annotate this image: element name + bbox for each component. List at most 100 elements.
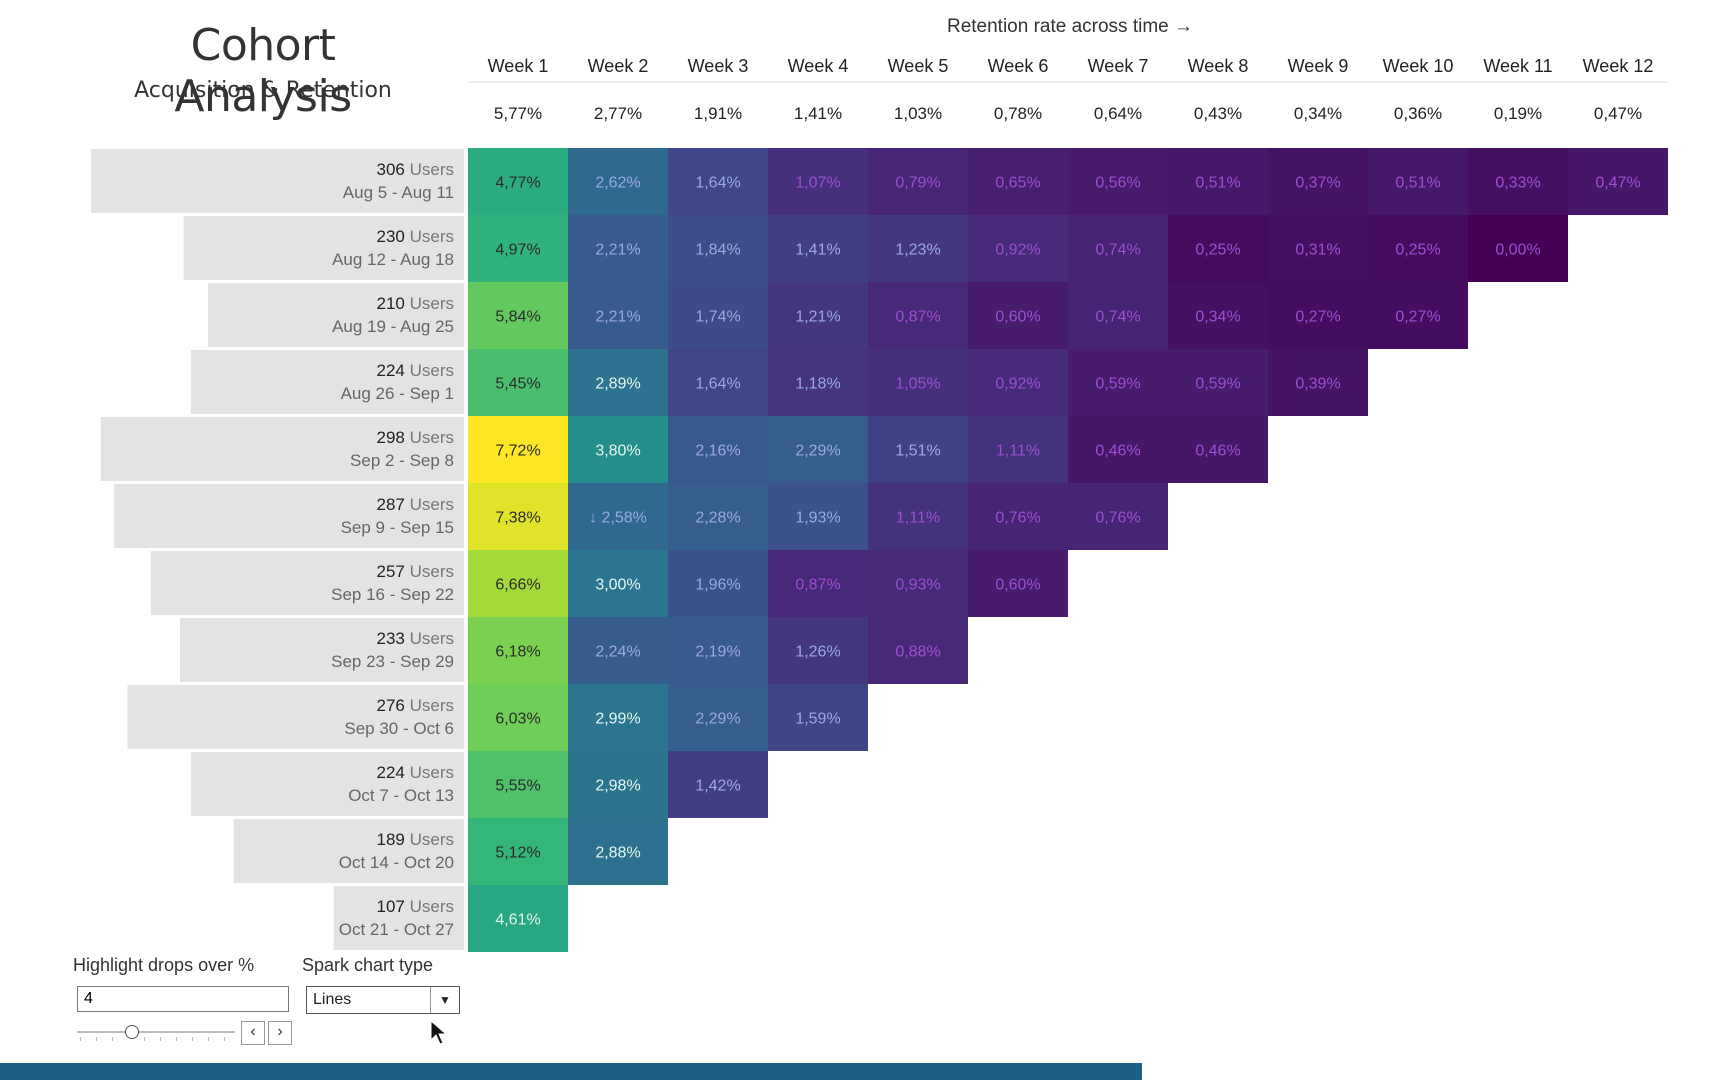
heatmap-cell (468, 550, 568, 617)
slider-tick (96, 1037, 97, 1041)
column-average: 0,78% (994, 104, 1042, 123)
heatmap-cell (968, 148, 1068, 215)
heatmap-cell (668, 751, 768, 818)
heatmap-cell (1168, 282, 1268, 349)
heatmap-cell-label: 1,41% (795, 242, 840, 259)
heatmap-cell (1268, 148, 1368, 215)
column-header: Week 4 (788, 56, 849, 76)
step-prev-button[interactable]: ‹ (241, 1021, 265, 1045)
heatmap-cell (1368, 148, 1468, 215)
highlight-drops-input[interactable] (77, 986, 289, 1012)
highlight-drops-label: Highlight drops over % (73, 955, 255, 975)
cohort-users-suffix: Users (410, 763, 454, 782)
heatmap-cell-label: 5,12% (495, 845, 540, 862)
spark-chart-type-value: Lines (313, 991, 352, 1008)
heatmap-cell-label: 0,46% (1195, 443, 1240, 460)
heatmap-cell (568, 282, 668, 349)
heatmap-cell-label: 2,89% (595, 376, 640, 393)
heatmap-cell (1068, 416, 1168, 483)
cohort-date-range: Aug 12 - Aug 18 (332, 250, 454, 269)
cohort-users-label: 107 Users (377, 897, 455, 916)
cohort-size-bar (208, 283, 464, 347)
heatmap-cell-label: 0,87% (895, 309, 940, 326)
heatmap-cell-label: 0,34% (1195, 309, 1240, 326)
heatmap-cell (1368, 282, 1468, 349)
heatmap-cell-label: 0,74% (1095, 309, 1140, 326)
heatmap-cell-label: 0,79% (895, 175, 940, 192)
slider-tick (224, 1037, 225, 1041)
heatmap-cell (468, 282, 568, 349)
slider-thumb[interactable] (125, 1025, 139, 1039)
bottom-scroll-bar[interactable] (0, 1063, 1142, 1080)
heatmap-cell-label: 0,59% (1195, 376, 1240, 393)
column-header: Week 3 (688, 56, 749, 76)
heatmap-cell (1068, 282, 1168, 349)
heatmap-cell (868, 349, 968, 416)
heatmap-cell (768, 148, 868, 215)
cohort-users-label: 306 Users (377, 160, 455, 179)
heatmap-cell (468, 818, 568, 885)
heatmap-cell-label: 0,27% (1295, 309, 1340, 326)
heatmap-cell (668, 483, 768, 550)
heatmap-cell (668, 684, 768, 751)
heatmap-cell (1068, 483, 1168, 550)
column-average: 0,64% (1094, 104, 1142, 123)
heatmap-cell (1468, 148, 1568, 215)
heatmap-cell (768, 416, 868, 483)
cohort-size-bar (91, 149, 464, 213)
heatmap-cell-label: 4,77% (495, 175, 540, 192)
cohort-users-suffix: Users (410, 227, 454, 246)
cohort-users-suffix: Users (410, 830, 454, 849)
heatmap-cell-label: 5,84% (495, 309, 540, 326)
heatmap-cell (468, 684, 568, 751)
heatmap-cell-label: 4,97% (495, 242, 540, 259)
heatmap-cell (1168, 148, 1268, 215)
heatmap-cell-label: 2,19% (695, 644, 740, 661)
heatmap-cell (1568, 148, 1668, 215)
cohort-users-count: 287 (377, 495, 410, 514)
cohort-size-bar (333, 886, 464, 950)
cohort-users-label: 298 Users (377, 428, 455, 447)
cohort-users-count: 107 (377, 897, 410, 916)
heatmap-cell (868, 148, 968, 215)
heatmap-cell-label: 0,47% (1595, 175, 1640, 192)
heatmap-cell (768, 215, 868, 282)
cohort-users-suffix: Users (410, 160, 454, 179)
heatmap-cell-label: 2,99% (595, 711, 640, 728)
heatmap-cell (1368, 215, 1468, 282)
heatmap-cell (968, 550, 1068, 617)
heatmap-cell-label: 0,00% (1495, 242, 1540, 259)
heatmap-cell-label: 4,61% (495, 912, 540, 929)
cohort-size-bar (127, 685, 464, 749)
heatmap-cell (968, 349, 1068, 416)
slider-tick (80, 1037, 81, 1041)
heatmap-cell-label: 0,31% (1295, 242, 1340, 259)
step-next-button[interactable]: › (268, 1021, 292, 1045)
cohort-date-range: Sep 16 - Sep 22 (331, 585, 454, 604)
spark-chart-type-select[interactable]: Lines ▼ (306, 986, 460, 1014)
heatmap-cell-label: 1,26% (795, 644, 840, 661)
heatmap-cell (1168, 416, 1268, 483)
heatmap-cell (568, 751, 668, 818)
heatmap-cell (868, 550, 968, 617)
heatmap-cell-label: 2,98% (595, 778, 640, 795)
cohort-size-bar (190, 752, 464, 816)
cohort-users-label: 210 Users (377, 294, 455, 313)
heatmap-cell-label: 3,00% (595, 577, 640, 594)
column-header: Week 2 (588, 56, 649, 76)
heatmap-cell (568, 818, 668, 885)
heatmap-cell (868, 215, 968, 282)
heatmap-cell-label: 1,64% (695, 175, 740, 192)
cohort-size-bar (100, 417, 464, 481)
heatmap-cell-label: ↓ 2,58% (589, 510, 647, 527)
heatmap-cell-label: 0,39% (1295, 376, 1340, 393)
heatmap-cell-label: 1,21% (795, 309, 840, 326)
highlight-drops-slider[interactable] (77, 1031, 235, 1033)
cohort-users-suffix: Users (410, 495, 454, 514)
heatmap-cell (1268, 282, 1368, 349)
heatmap-cell-label: 0,74% (1095, 242, 1140, 259)
heatmap-cell (768, 617, 868, 684)
cohort-size-bar (114, 484, 465, 548)
cohort-users-suffix: Users (410, 897, 454, 916)
cohort-date-range: Aug 5 - Aug 11 (343, 183, 454, 202)
